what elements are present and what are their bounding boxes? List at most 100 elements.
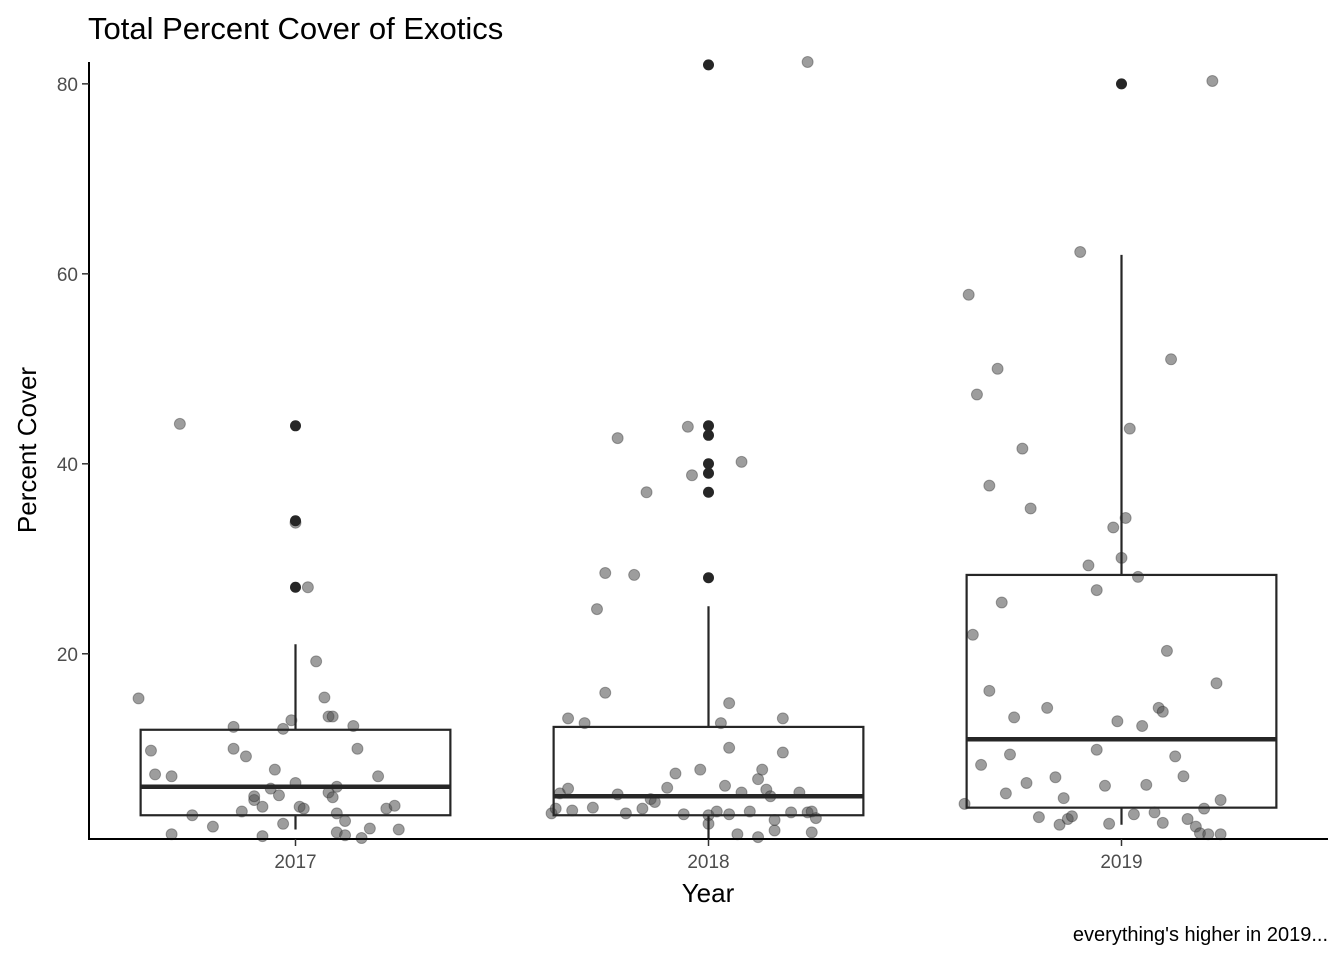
x-tick-label: 2019 bbox=[1100, 852, 1142, 873]
data-point bbox=[628, 568, 641, 581]
y-tick-label: 40 bbox=[57, 455, 78, 476]
data-point bbox=[227, 742, 240, 755]
data-point bbox=[669, 767, 682, 780]
data-point bbox=[1136, 719, 1149, 732]
data-point bbox=[975, 758, 988, 771]
data-point bbox=[776, 746, 789, 759]
data-point bbox=[962, 288, 975, 301]
y-axis-title: Percent Cover bbox=[12, 367, 42, 534]
data-point bbox=[1020, 776, 1033, 789]
data-point bbox=[661, 781, 674, 794]
data-point bbox=[983, 684, 996, 697]
chart-caption: everything's higher in 2019... bbox=[1073, 924, 1328, 946]
y-tick-label: 60 bbox=[57, 265, 78, 286]
data-point bbox=[388, 799, 401, 812]
data-point bbox=[301, 581, 314, 594]
data-point bbox=[1074, 245, 1087, 258]
data-point bbox=[272, 789, 285, 802]
data-point bbox=[1132, 570, 1145, 583]
x-tick-label: 2018 bbox=[687, 852, 729, 873]
y-axis-ticks: 20 40 60 80 bbox=[57, 75, 89, 666]
data-point bbox=[239, 750, 252, 763]
data-point bbox=[752, 773, 765, 786]
data-point bbox=[206, 820, 219, 833]
data-point bbox=[768, 824, 781, 837]
data-point bbox=[619, 807, 632, 820]
data-point bbox=[1090, 743, 1103, 756]
data-point bbox=[999, 787, 1012, 800]
data-point bbox=[586, 801, 599, 814]
data-point bbox=[351, 742, 364, 755]
data-point bbox=[1177, 770, 1190, 783]
data-point bbox=[1057, 792, 1070, 805]
data-point bbox=[132, 692, 145, 705]
data-point bbox=[1127, 808, 1140, 821]
data-point bbox=[149, 768, 162, 781]
data-point bbox=[277, 817, 290, 830]
outlier-point bbox=[703, 420, 714, 432]
data-point bbox=[801, 56, 814, 68]
data-point bbox=[805, 826, 818, 839]
data-point bbox=[268, 763, 281, 776]
data-point bbox=[1140, 778, 1153, 791]
chart-title: Total Percent Cover of Exotics bbox=[88, 11, 503, 46]
data-point bbox=[723, 741, 736, 754]
data-point bbox=[1119, 511, 1132, 524]
outlier-point bbox=[703, 486, 714, 498]
data-point bbox=[983, 479, 996, 492]
data-point bbox=[640, 486, 653, 499]
outlier-point bbox=[703, 572, 714, 584]
data-point bbox=[173, 417, 186, 430]
box-plots bbox=[139, 59, 1278, 839]
box bbox=[965, 573, 1278, 809]
data-point bbox=[1165, 353, 1178, 366]
data-point bbox=[256, 830, 269, 843]
data-point bbox=[285, 714, 298, 727]
data-point bbox=[1181, 813, 1194, 826]
data-point bbox=[991, 362, 1004, 375]
data-point bbox=[1210, 677, 1223, 690]
data-point bbox=[1107, 521, 1120, 534]
data-point bbox=[372, 770, 385, 783]
data-point bbox=[735, 455, 748, 468]
data-point bbox=[995, 596, 1008, 609]
data-point bbox=[1156, 816, 1169, 829]
data-point bbox=[1032, 811, 1045, 824]
y-tick-label: 80 bbox=[57, 75, 78, 96]
data-point bbox=[636, 802, 649, 815]
data-point bbox=[326, 791, 339, 804]
outlier-point bbox=[290, 420, 301, 432]
data-point bbox=[599, 567, 612, 580]
data-point bbox=[256, 800, 269, 813]
data-point bbox=[1206, 74, 1219, 87]
data-point bbox=[392, 823, 405, 836]
data-point bbox=[297, 802, 310, 815]
data-point bbox=[1003, 748, 1016, 761]
x-axis-ticks: 2017 2018 2019 bbox=[274, 839, 1143, 873]
x-axis-title: Year bbox=[682, 878, 735, 908]
box bbox=[552, 725, 865, 817]
outlier-point bbox=[1116, 78, 1127, 90]
data-point bbox=[310, 655, 323, 668]
data-point bbox=[144, 744, 157, 757]
data-point bbox=[1024, 502, 1037, 515]
data-point bbox=[1123, 422, 1136, 435]
data-point bbox=[590, 603, 603, 616]
data-point bbox=[756, 763, 769, 776]
x-tick-label: 2017 bbox=[274, 852, 316, 873]
outlier-point bbox=[703, 429, 714, 441]
data-point bbox=[1111, 715, 1124, 728]
data-point bbox=[1214, 794, 1227, 807]
data-point bbox=[1053, 818, 1066, 831]
data-point bbox=[776, 712, 789, 725]
data-point bbox=[363, 822, 376, 835]
outlier-point bbox=[290, 515, 301, 527]
data-point bbox=[1098, 779, 1111, 792]
data-point bbox=[681, 420, 694, 433]
data-point bbox=[611, 432, 624, 445]
data-point bbox=[1169, 750, 1182, 763]
data-point bbox=[562, 782, 575, 795]
data-point bbox=[719, 779, 732, 792]
data-point bbox=[339, 814, 352, 827]
